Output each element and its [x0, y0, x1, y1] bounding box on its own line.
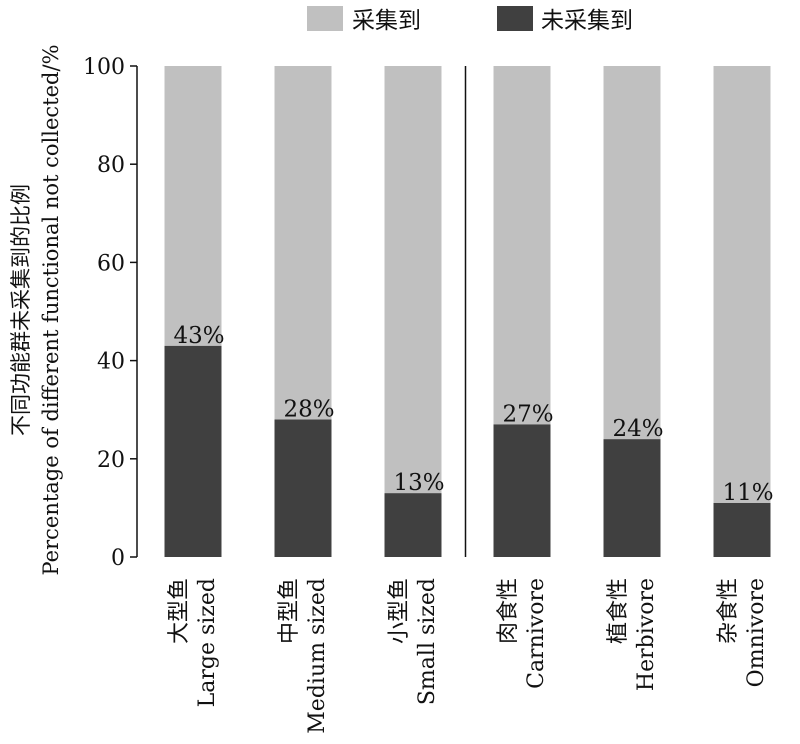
data-label: 28% — [283, 397, 334, 423]
y-axis-title-en: Percentage of different functional not c… — [39, 44, 63, 575]
data-labels: 43% 28% 13% 27% 24% 11% — [173, 323, 773, 506]
category-label-cn: 杂食性 — [716, 578, 741, 644]
category-label-cn: 肉食性 — [496, 578, 521, 644]
legend-swatch-not-collected — [497, 6, 533, 31]
category-label-en: Herbivore — [634, 578, 659, 691]
category-label-cn: 小型鱼 — [387, 578, 412, 644]
category-label-en: Medium sized — [305, 578, 330, 734]
category-label-cn: 中型鱼 — [277, 578, 302, 644]
bar-collected — [384, 66, 442, 494]
legend-label-not-collected: 未采集到 — [541, 8, 633, 34]
legend-label-collected: 采集到 — [352, 8, 421, 34]
bars — [164, 66, 771, 557]
category-label-en: Omnivore — [744, 578, 769, 687]
legend-swatch-collected — [307, 6, 343, 31]
data-label: 11% — [722, 480, 773, 506]
category-label-en: Large sized — [195, 578, 220, 707]
y-axis-title: 不同功能群未采集到的比例 Percentage of different fun… — [9, 44, 63, 575]
category-labels: 大型鱼 Large sized 中型鱼 Medium sized 小型鱼 Small si… — [167, 578, 769, 734]
bar-not-collected — [164, 345, 222, 557]
data-label: 24% — [612, 416, 663, 442]
bar-not-collected — [713, 502, 771, 557]
category-label-cn: 植食性 — [606, 578, 631, 644]
bar-collected — [164, 66, 222, 346]
bar-not-collected — [384, 493, 442, 557]
legend: 采集到 未采集到 — [307, 6, 633, 34]
y-tick-label: 0 — [111, 546, 125, 571]
y-tick-label: 20 — [97, 448, 125, 473]
bar-collected — [713, 66, 771, 503]
y-tick-label: 100 — [83, 55, 125, 80]
y-axis: 0 20 40 60 80 100 — [83, 55, 467, 571]
bar-not-collected — [274, 419, 332, 557]
y-tick-label: 40 — [97, 350, 125, 375]
bar-collected — [493, 66, 551, 425]
data-label: 27% — [502, 401, 553, 427]
bar-collected — [603, 66, 661, 440]
bar-not-collected — [603, 439, 661, 557]
y-tick-label: 60 — [97, 251, 125, 276]
category-label-en: Small sized — [415, 578, 440, 705]
y-axis-title-cn: 不同功能群未采集到的比例 — [9, 184, 33, 436]
category-label-en: Carnivore — [524, 578, 549, 689]
data-label: 43% — [173, 323, 224, 349]
bar-not-collected — [493, 424, 551, 557]
y-tick-label: 80 — [97, 153, 125, 178]
bar-collected — [274, 66, 332, 420]
data-label: 13% — [393, 470, 444, 496]
category-label-cn: 大型鱼 — [167, 578, 192, 644]
